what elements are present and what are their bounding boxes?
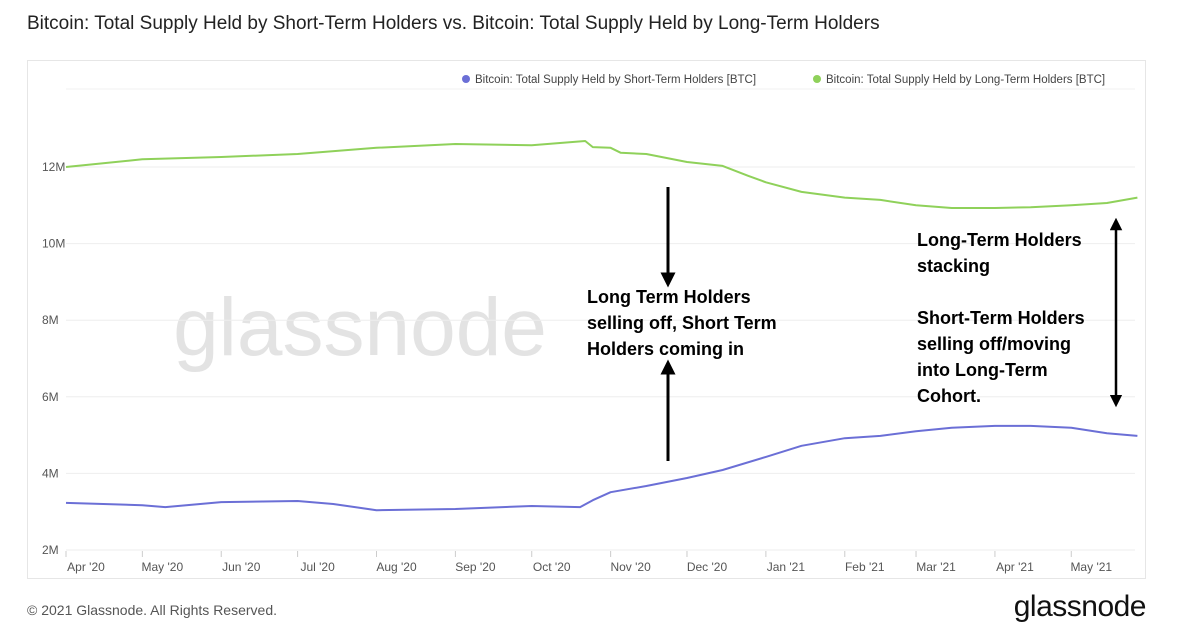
glassnode-logo[interactable]: glassnode: [1013, 590, 1147, 623]
x-tick-label: Jun '20: [222, 560, 261, 574]
x-tick-label: Feb '21: [845, 560, 885, 574]
x-tick-label: May '20: [142, 560, 184, 574]
lth-series-line: [65, 140, 1138, 209]
x-tick-label: Oct '20: [533, 560, 571, 574]
chart-card: [27, 60, 1146, 579]
legend-marker: [813, 75, 821, 83]
x-tick-label: Apr '21: [996, 560, 1034, 574]
x-tick-label: Nov '20: [610, 560, 651, 574]
x-tick-label: Aug '20: [376, 560, 417, 574]
x-tick-label: Sep '20: [455, 560, 496, 574]
y-tick-label: 8M: [42, 313, 59, 327]
y-tick-label: 12M: [42, 160, 65, 174]
chart-title: Bitcoin: Total Supply Held by Short-Term…: [27, 13, 880, 34]
y-tick-label: 2M: [42, 543, 59, 557]
sth-series-line: [65, 424, 1138, 512]
copyright: © 2021 Glassnode. All Rights Reserved.: [27, 602, 278, 618]
watermark: glassnode: [173, 282, 547, 373]
x-tick-label: May '21: [1070, 560, 1112, 574]
x-tick-label: Apr '20: [67, 560, 105, 574]
legend-marker: [462, 75, 470, 83]
x-tick-label: Jan '21: [767, 560, 806, 574]
x-tick-label: Dec '20: [687, 560, 728, 574]
y-tick-label: 10M: [42, 237, 65, 251]
annotation-lth-stacking: Long-Term Holders stacking: [917, 230, 1082, 276]
annotation-sth-selling: Short-Term Holders selling off/moving in…: [917, 308, 1085, 406]
y-tick-label: 6M: [42, 390, 59, 404]
x-tick-label: Mar '21: [916, 560, 956, 574]
y-tick-label: 4M: [42, 466, 59, 480]
legend-label: Bitcoin: Total Supply Held by Long-Term …: [826, 74, 1105, 86]
legend-label: Bitcoin: Total Supply Held by Short-Term…: [475, 74, 756, 86]
x-tick-label: Jul '20: [300, 560, 335, 574]
annotation-lth-selling: Long Term Holders selling off, Short Ter…: [587, 287, 777, 359]
